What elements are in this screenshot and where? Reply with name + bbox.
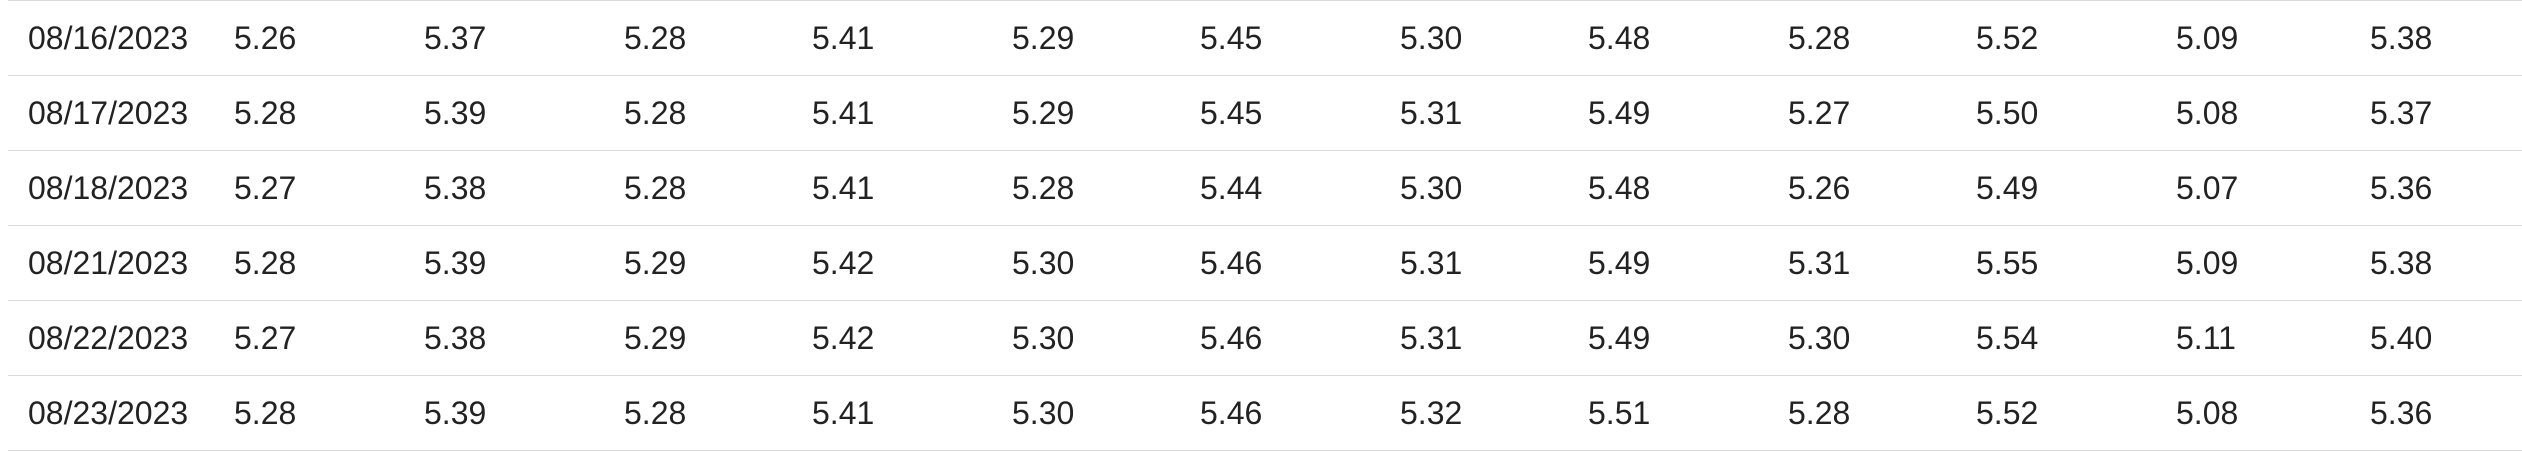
- table-row: 08/17/2023 5.28 5.39 5.28 5.41 5.29 5.45…: [8, 75, 2522, 151]
- rate-cell: 5.08: [2176, 395, 2239, 431]
- rate-cell: 5.28: [234, 395, 297, 431]
- rate-cell: 5.36: [2370, 170, 2433, 206]
- rate-cell: 5.46: [1200, 320, 1263, 356]
- rate-cell: 5.28: [624, 20, 687, 56]
- rate-cell: 5.49: [1976, 170, 2039, 206]
- rate-cell: 5.31: [1400, 245, 1463, 281]
- row-date: 08/16/2023: [28, 20, 189, 56]
- rate-cell: 5.30: [1012, 320, 1075, 356]
- rate-cell: 5.45: [1200, 95, 1263, 131]
- rate-cell: 5.46: [1200, 395, 1263, 431]
- rate-cell: 5.45: [1200, 20, 1263, 56]
- rate-cell: 5.39: [424, 95, 487, 131]
- rate-cell: 5.28: [234, 245, 297, 281]
- rate-cell: 5.38: [2370, 245, 2433, 281]
- rate-cell: 5.42: [812, 245, 875, 281]
- rate-cell: 5.38: [424, 170, 487, 206]
- row-date: 08/22/2023: [28, 320, 189, 356]
- rate-cell: 5.31: [1788, 245, 1851, 281]
- rate-cell: 5.29: [624, 320, 687, 356]
- rate-cell: 5.08: [2176, 95, 2239, 131]
- rate-cell: 5.54: [1976, 320, 2039, 356]
- row-date: 08/17/2023: [28, 95, 189, 131]
- rate-cell: 5.32: [1400, 395, 1463, 431]
- rate-cell: 5.52: [1976, 20, 2039, 56]
- rate-cell: 5.09: [2176, 20, 2239, 56]
- rate-cell: 5.27: [234, 320, 297, 356]
- rates-table: 08/16/2023 5.26 5.37 5.28 5.41 5.29 5.45…: [8, 0, 2522, 451]
- rate-cell: 5.49: [1588, 95, 1651, 131]
- rate-cell: 5.38: [424, 320, 487, 356]
- rate-cell: 5.50: [1976, 95, 2039, 131]
- rate-cell: 5.39: [424, 395, 487, 431]
- table-row: 08/22/2023 5.27 5.38 5.29 5.42 5.30 5.46…: [8, 300, 2522, 376]
- rate-cell: 5.39: [424, 245, 487, 281]
- rate-cell: 5.41: [812, 395, 875, 431]
- rate-cell: 5.29: [1012, 20, 1075, 56]
- row-date: 08/21/2023: [28, 245, 189, 281]
- rate-cell: 5.30: [1788, 320, 1851, 356]
- rate-cell: 5.37: [424, 20, 487, 56]
- rate-cell: 5.49: [1588, 320, 1651, 356]
- table-row: 08/16/2023 5.26 5.37 5.28 5.41 5.29 5.45…: [8, 0, 2522, 76]
- rate-cell: 5.26: [234, 20, 297, 56]
- rate-cell: 5.41: [812, 95, 875, 131]
- rate-cell: 5.41: [812, 170, 875, 206]
- rate-cell: 5.30: [1012, 245, 1075, 281]
- table-row: 08/18/2023 5.27 5.38 5.28 5.41 5.28 5.44…: [8, 150, 2522, 226]
- rate-cell: 5.44: [1200, 170, 1263, 206]
- rate-cell: 5.48: [1588, 20, 1651, 56]
- rate-cell: 5.26: [1788, 170, 1851, 206]
- rate-cell: 5.40: [2370, 320, 2433, 356]
- rate-cell: 5.37: [2370, 95, 2433, 131]
- rate-cell: 5.49: [1588, 245, 1651, 281]
- table-row: 08/21/2023 5.28 5.39 5.29 5.42 5.30 5.46…: [8, 225, 2522, 301]
- rate-cell: 5.31: [1400, 95, 1463, 131]
- rate-cell: 5.30: [1400, 170, 1463, 206]
- rate-cell: 5.28: [234, 95, 297, 131]
- rate-cell: 5.28: [1788, 395, 1851, 431]
- rate-cell: 5.27: [1788, 95, 1851, 131]
- row-date: 08/23/2023: [28, 395, 189, 431]
- rate-cell: 5.28: [624, 95, 687, 131]
- rates-table-body: 08/16/2023 5.26 5.37 5.28 5.41 5.29 5.45…: [8, 0, 2522, 451]
- row-date: 08/18/2023: [28, 170, 189, 206]
- rate-cell: 5.36: [2370, 395, 2433, 431]
- rate-cell: 5.46: [1200, 245, 1263, 281]
- rates-table-container: 08/16/2023 5.26 5.37 5.28 5.41 5.29 5.45…: [8, 0, 2522, 451]
- rate-cell: 5.41: [812, 20, 875, 56]
- rate-cell: 5.51: [1588, 395, 1651, 431]
- rate-cell: 5.29: [624, 245, 687, 281]
- rate-cell: 5.42: [812, 320, 875, 356]
- rate-cell: 5.28: [1012, 170, 1075, 206]
- rate-cell: 5.55: [1976, 245, 2039, 281]
- rate-cell: 5.48: [1588, 170, 1651, 206]
- rate-cell: 5.30: [1012, 395, 1075, 431]
- rate-cell: 5.30: [1400, 20, 1463, 56]
- rate-cell: 5.07: [2176, 170, 2239, 206]
- rate-cell: 5.28: [624, 395, 687, 431]
- rate-cell: 5.31: [1400, 320, 1463, 356]
- rate-cell: 5.38: [2370, 20, 2433, 56]
- rate-cell: 5.28: [624, 170, 687, 206]
- rate-cell: 5.09: [2176, 245, 2239, 281]
- rate-cell: 5.52: [1976, 395, 2039, 431]
- table-row: 08/23/2023 5.28 5.39 5.28 5.41 5.30 5.46…: [8, 375, 2522, 451]
- rate-cell: 5.11: [2176, 320, 2236, 356]
- rate-cell: 5.27: [234, 170, 297, 206]
- rate-cell: 5.29: [1012, 95, 1075, 131]
- rate-cell: 5.28: [1788, 20, 1851, 56]
